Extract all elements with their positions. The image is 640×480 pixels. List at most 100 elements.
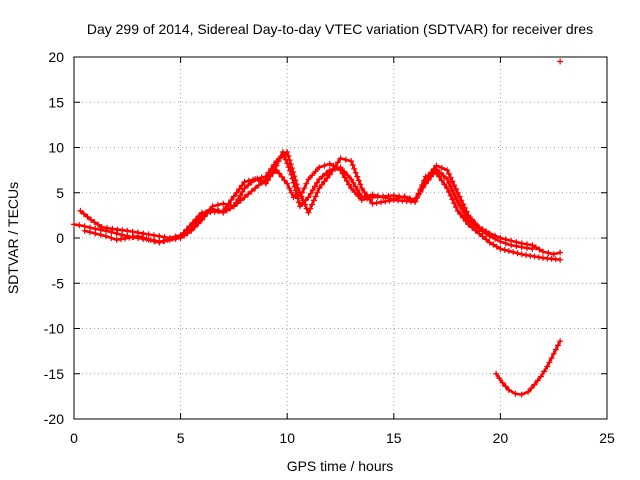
- data-point-marker: [258, 174, 265, 181]
- data-point-marker: [222, 204, 229, 211]
- data-point-marker: [366, 196, 373, 203]
- axis-ticks: 0 5 10 15 20 25 -20 -15 -10 -5 0 5 10 15 20: [44, 49, 615, 446]
- data-point-marker: [499, 379, 506, 386]
- data-point-marker: [77, 207, 84, 214]
- data-point-marker: [228, 197, 235, 203]
- data-point-marker: [357, 181, 364, 188]
- data-point-marker: [332, 163, 339, 170]
- data-point-marker: [527, 252, 534, 259]
- data-point-marker: [413, 194, 420, 201]
- data-point-marker: [501, 246, 508, 253]
- data-point-marker: [117, 236, 124, 243]
- data-point-marker: [444, 167, 451, 174]
- data-point-marker: [449, 187, 456, 194]
- data-point-marker: [550, 251, 557, 258]
- data-point-marker: [344, 172, 351, 179]
- data-point-marker: [454, 207, 461, 214]
- data-point-marker: [479, 228, 486, 235]
- data-point-marker: [548, 355, 555, 362]
- data-point-marker: [374, 192, 381, 199]
- data-point-marker: [457, 211, 464, 218]
- data-point-marker: [540, 248, 546, 255]
- data-point-marker: [508, 242, 515, 249]
- data-point-marker: [505, 387, 512, 393]
- data-point-marker: [109, 225, 116, 232]
- data-point-marker: [349, 162, 356, 168]
- data-point-marker: [285, 153, 292, 159]
- data-point-marker: [95, 221, 102, 228]
- data-point-marker: [237, 192, 244, 199]
- data-point-marker: [502, 240, 509, 247]
- data-point-marker: [293, 181, 300, 188]
- data-point-marker: [286, 157, 293, 164]
- data-point-marker: [284, 180, 291, 187]
- data-point-marker: [401, 193, 408, 200]
- data-point-marker: [528, 385, 535, 392]
- data-point-marker: [462, 218, 469, 224]
- data-point-marker: [454, 198, 461, 205]
- data-point-marker: [428, 171, 435, 178]
- data-point-marker: [529, 245, 536, 252]
- data-point-marker: [192, 216, 199, 223]
- data-point-marker: [483, 236, 490, 243]
- data-point-marker: [502, 383, 509, 390]
- data-point-marker: [302, 201, 308, 208]
- data-point-marker: [417, 186, 424, 193]
- data-point-marker: [180, 229, 187, 236]
- data-point-marker: [493, 243, 500, 250]
- data-point-marker: [532, 244, 539, 251]
- data-point-marker: [445, 189, 452, 195]
- data-point-marker: [126, 234, 133, 241]
- data-point-marker: [355, 177, 362, 184]
- data-point-marker: [544, 363, 551, 370]
- data-point-marker: [497, 238, 504, 245]
- data-point-marker: [305, 176, 312, 183]
- data-point-marker: [305, 194, 312, 201]
- x-tick-label: 25: [599, 430, 615, 446]
- data-point-marker: [525, 388, 532, 395]
- data-point-marker: [294, 185, 301, 192]
- data-point-marker: [451, 200, 458, 207]
- data-point-marker: [550, 350, 557, 357]
- data-point-marker: [512, 390, 519, 397]
- y-tick-label: -10: [44, 321, 64, 337]
- data-point-marker: [273, 158, 280, 165]
- data-point-marker: [311, 183, 318, 190]
- data-point-marker: [486, 233, 493, 240]
- data-point-marker: [535, 254, 542, 261]
- data-point-marker: [326, 171, 333, 178]
- data-point-marker: [348, 185, 355, 192]
- data-point-marker: [173, 234, 180, 241]
- data-point-marker: [288, 165, 295, 172]
- data-point-marker: [415, 190, 422, 197]
- data-point-marker: [356, 190, 363, 197]
- data-point-marker: [337, 155, 344, 162]
- data-point-marker: [541, 368, 548, 375]
- data-point-marker: [245, 182, 252, 189]
- data-point-marker: [241, 194, 248, 201]
- series-2: [81, 149, 564, 263]
- data-point-marker: [518, 391, 525, 398]
- data-point-marker: [307, 205, 314, 212]
- data-point-marker: [236, 186, 243, 193]
- data-point-marker: [352, 183, 359, 190]
- data-point-marker: [161, 234, 168, 241]
- data-point-marker: [177, 233, 184, 240]
- data-point-marker: [239, 188, 246, 195]
- data-point-marker: [453, 204, 459, 211]
- data-point-marker: [104, 225, 110, 231]
- data-point-marker: [352, 169, 359, 176]
- data-point-marker: [156, 233, 163, 240]
- data-point-marker: [225, 200, 232, 207]
- data-point-marker: [545, 249, 552, 256]
- data-point-marker: [557, 256, 564, 263]
- data-point-marker: [343, 178, 350, 184]
- data-point-marker: [303, 180, 310, 187]
- data-point-marker: [290, 194, 297, 201]
- data-point-marker: [557, 249, 564, 256]
- data-point-marker: [369, 200, 376, 207]
- data-point-marker: [534, 377, 541, 384]
- data-point-marker: [321, 178, 328, 185]
- data-point-marker: [451, 191, 458, 198]
- data-point-marker: [378, 199, 384, 206]
